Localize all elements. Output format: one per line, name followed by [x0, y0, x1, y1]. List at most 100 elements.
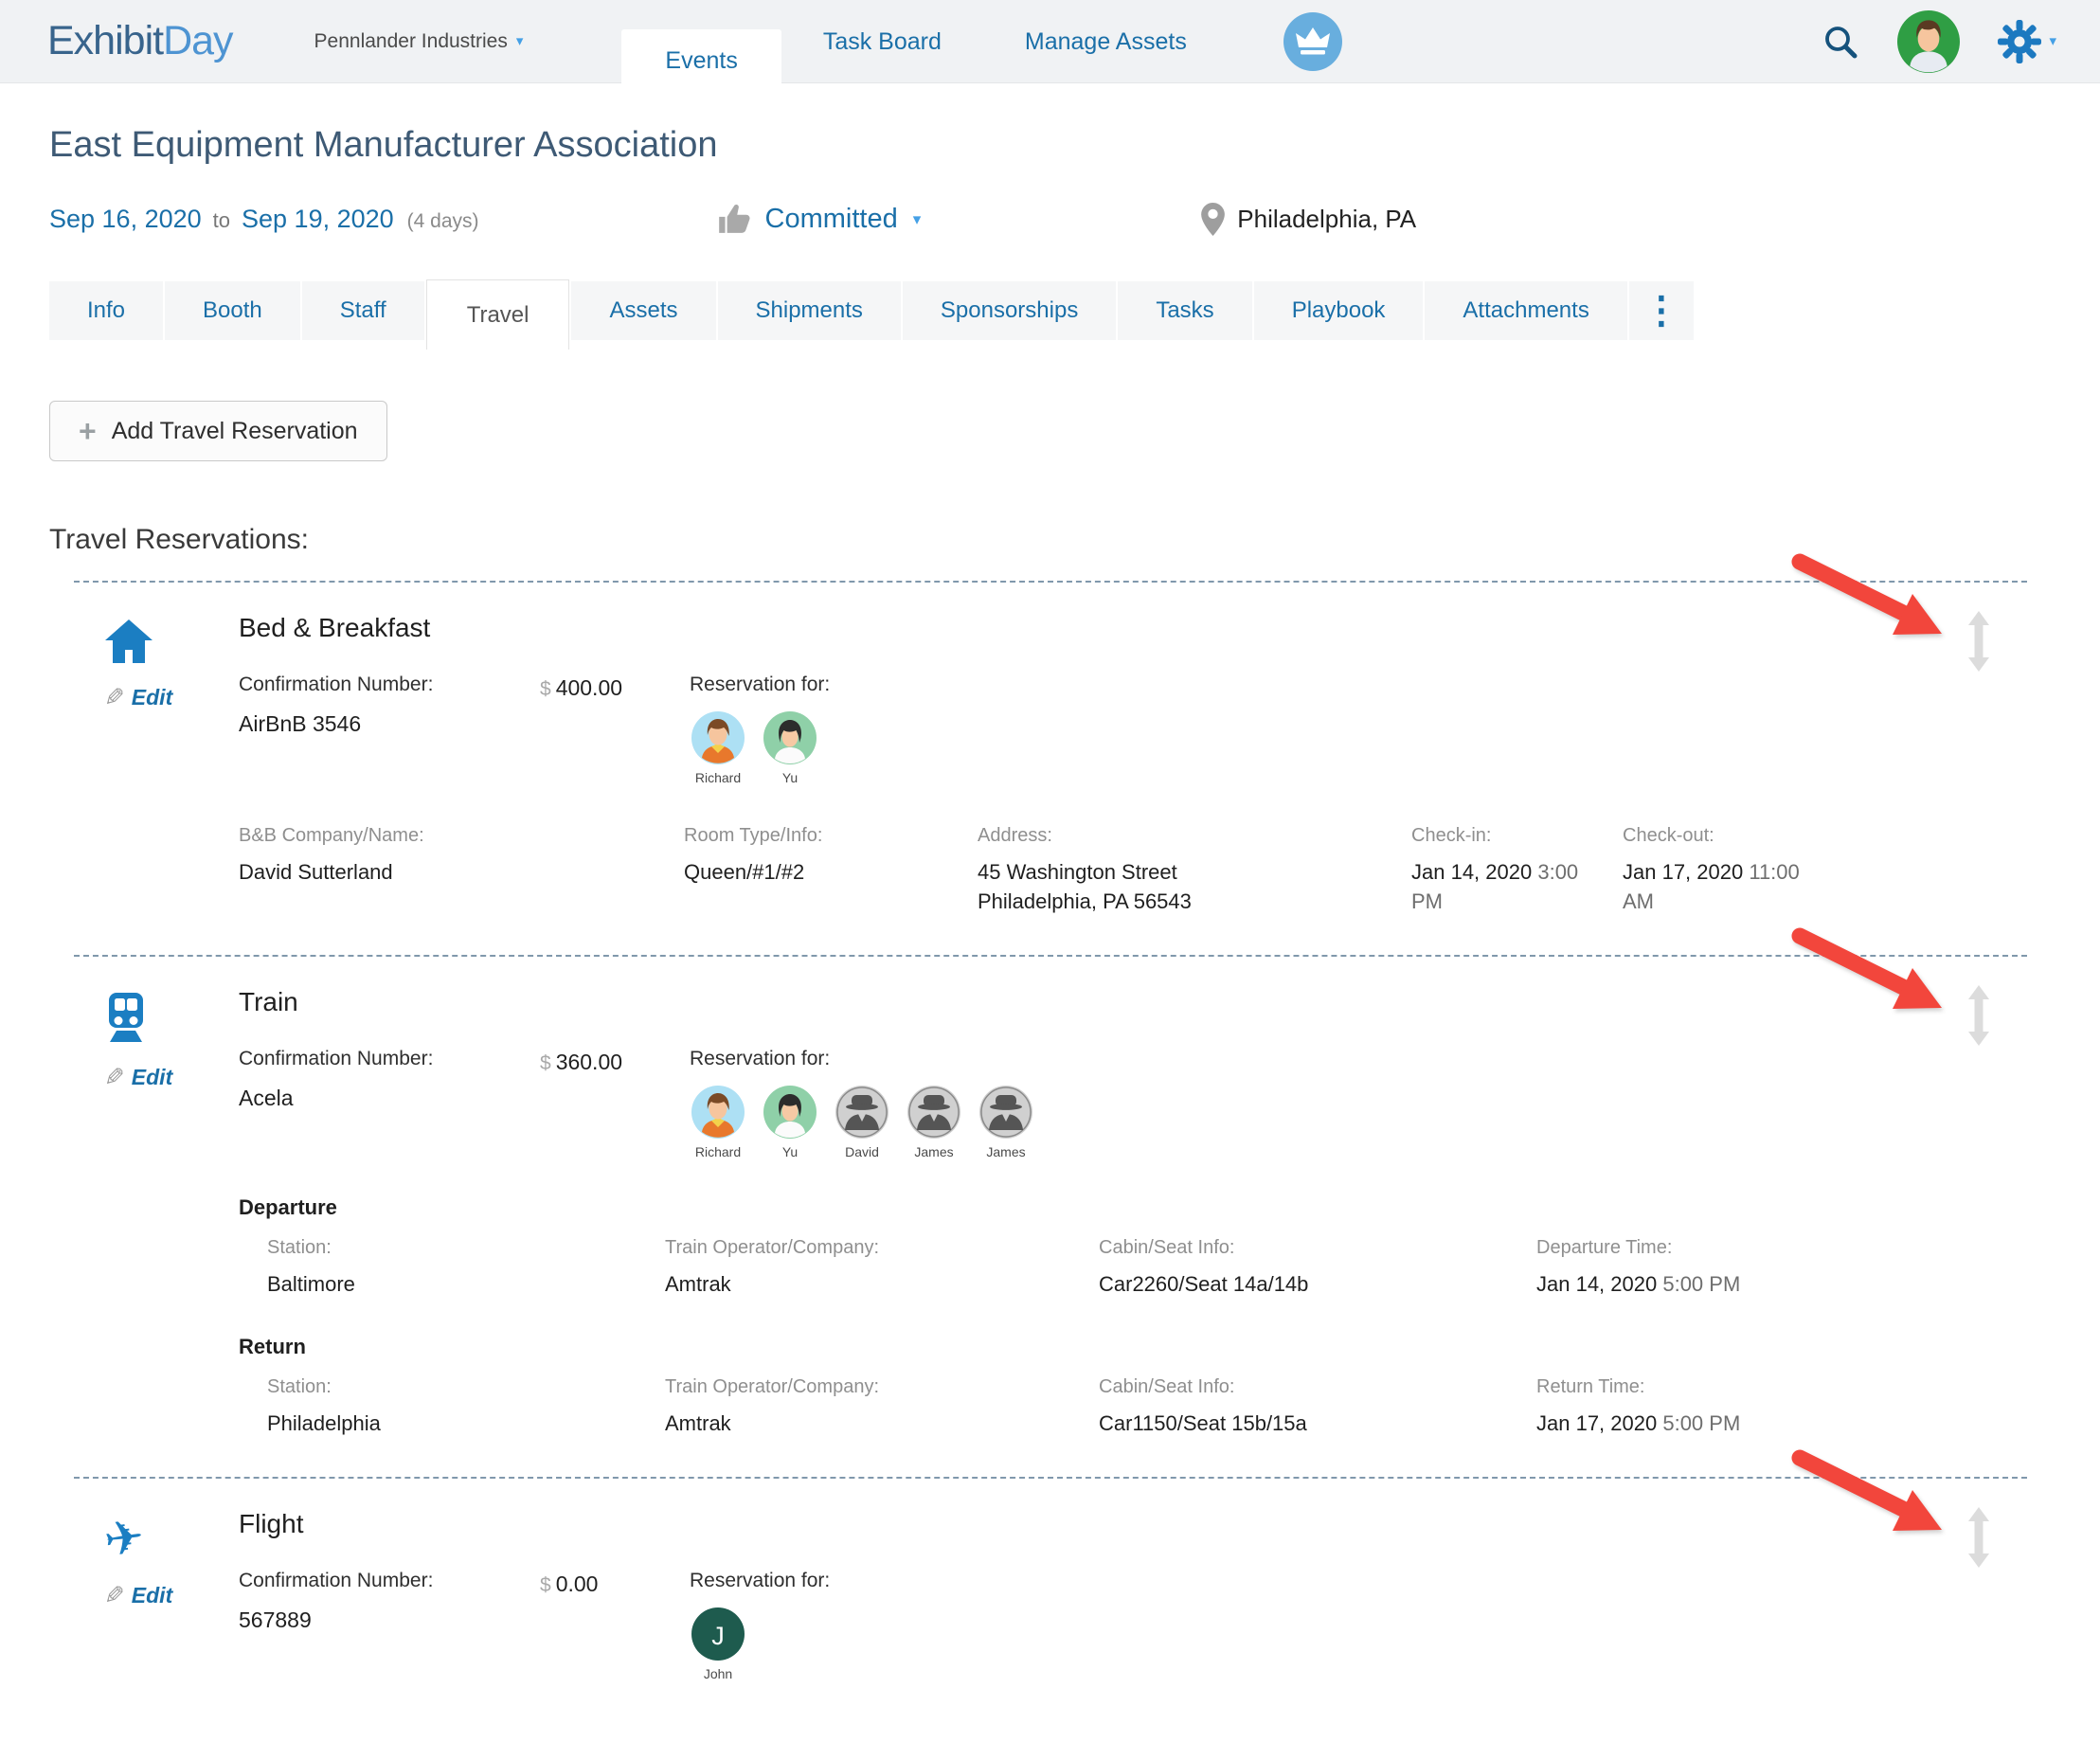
confirmation-number: Acela — [239, 1085, 294, 1110]
tab-info[interactable]: Info — [49, 281, 164, 340]
primary-nav: Events Task Board Manage Assets — [621, 0, 1228, 92]
reorder-drag-handle[interactable] — [1963, 984, 1995, 1046]
travel-reservations-heading: Travel Reservations: — [49, 524, 309, 555]
tab-booth[interactable]: Booth — [165, 281, 300, 340]
workspace-selector[interactable]: Pennlander Industries ▾ — [314, 30, 524, 53]
exhibitday-logo[interactable]: ExhibitDay — [47, 18, 234, 63]
attendee-james: James — [978, 1085, 1034, 1159]
to-label: to — [212, 207, 231, 232]
detail-station: Station: Philadelphia — [267, 1376, 381, 1436]
event-meta-row: Sep 16, 2020 to Sep 19, 2020 (4 days) Co… — [49, 202, 2051, 236]
reorder-drag-handle[interactable] — [1963, 611, 1995, 672]
detail-row: B&B Company/Name: David Sutterland Room … — [239, 825, 2027, 917]
kebab-icon: ⋮ — [1642, 290, 1680, 332]
detail-room-type-info: Room Type/Info: Queen/#1/#2 — [684, 825, 823, 884]
map-pin-icon — [1201, 202, 1226, 236]
start-date-link[interactable]: Sep 16, 2020 — [49, 204, 202, 233]
add-travel-reservation-button[interactable]: + Add Travel Reservation — [49, 401, 387, 461]
event-tab-bar: Info Booth Staff Travel Assets Shipments Spons… — [49, 279, 2051, 350]
reservation-for-block: Reservation for: Richard Yu — [690, 673, 2027, 785]
reservation-for-block: Reservation for: J John — [690, 1570, 2027, 1681]
attendee-yu: Yu — [762, 711, 818, 785]
gear-icon — [1998, 19, 2042, 63]
card-main: Bed & Breakfast Confirmation Number: Air… — [239, 611, 2027, 917]
end-date-link[interactable]: Sep 19, 2020 — [242, 204, 394, 233]
reservation-card-train: ✎ Edit Train Confirmation Number: Acela … — [74, 927, 2027, 1478]
avatar-anonymous — [835, 1085, 888, 1139]
detail-station: Station: Baltimore — [267, 1236, 355, 1296]
avatar-richard — [691, 1085, 745, 1139]
tab-assets[interactable]: Assets — [571, 281, 716, 340]
detail-cabin-seat-info: Cabin/Seat Info: Car2260/Seat 14a/14b — [1099, 1236, 1309, 1296]
location-label: Philadelphia, PA — [1237, 204, 1417, 233]
avatar-yu — [763, 1085, 817, 1139]
premium-crown-badge[interactable] — [1283, 11, 1342, 71]
reservation-cost: $0.00 — [540, 1571, 599, 1597]
detail-address: Address: 45 Washington Street Philadelph… — [978, 825, 1192, 913]
reservation-cost: $360.00 — [540, 1049, 623, 1074]
card-side: ✈ ✎ Edit — [74, 1507, 239, 1681]
reorder-drag-handle[interactable] — [1963, 1507, 1995, 1569]
attendee-list: J John — [690, 1607, 2027, 1681]
reservation-list: ✎ Edit Bed & Breakfast Confirmation Numb… — [74, 553, 2027, 1760]
attendee-james: James — [906, 1085, 962, 1159]
app-header: ExhibitDay Pennlander Industries ▾ Event… — [0, 0, 2100, 92]
currency-symbol: $ — [540, 1574, 551, 1597]
attendee-john: J John — [690, 1607, 746, 1681]
edit-reservation-link[interactable]: ✎ Edit — [104, 1581, 173, 1610]
reservation-type-title: Bed & Breakfast — [239, 613, 431, 642]
detail-row: Station: Philadelphia Train Operator/Com… — [239, 1376, 2027, 1439]
attendee-list: Richard Yu — [690, 711, 2027, 785]
caret-down-icon: ▾ — [912, 209, 922, 228]
status-dropdown[interactable]: Committed ▾ — [716, 202, 922, 236]
card-side: ✎ Edit — [74, 611, 239, 917]
nav-item-manage-assets[interactable]: Manage Assets — [1024, 27, 1187, 55]
confirmation-block: Confirmation Number: AirBnB 3546 — [239, 673, 540, 737]
edit-reservation-link[interactable]: ✎ Edit — [104, 1062, 173, 1091]
currency-symbol: $ — [540, 1051, 551, 1074]
reservation-type-title: Flight — [239, 1509, 304, 1539]
card-top-row: Confirmation Number: AirBnB 3546 $400.00… — [239, 673, 2027, 785]
pencil-icon: ✎ — [104, 1581, 125, 1610]
nav-item-task-board[interactable]: Task Board — [822, 27, 942, 55]
avatar-yu — [763, 711, 817, 764]
event-dates: Sep 16, 2020 to Sep 19, 2020 (4 days) — [49, 205, 479, 234]
tab-shipments[interactable]: Shipments — [717, 281, 901, 340]
reservation-card-flight: ✈ ✎ Edit Flight Confirmation Number: 567… — [74, 1449, 2027, 1760]
user-avatar[interactable] — [1897, 9, 1961, 73]
card-main: Train Confirmation Number: Acela $360.00… — [239, 985, 2027, 1440]
reservation-cost: $400.00 — [540, 675, 623, 700]
detail-row: Station: Baltimore Train Operator/Compan… — [239, 1237, 2027, 1300]
leg-heading-departure: Departure — [239, 1194, 337, 1219]
confirmation-block: Confirmation Number: 567889 — [239, 1570, 540, 1633]
tab-travel[interactable]: Travel — [425, 279, 570, 350]
search-icon — [1825, 26, 1858, 58]
tab-attachments[interactable]: Attachments — [1425, 281, 1627, 340]
attendee-list: Richard Yu David James — [690, 1085, 2027, 1159]
tab-staff[interactable]: Staff — [301, 281, 424, 340]
tab-playbook[interactable]: Playbook — [1253, 281, 1424, 340]
plus-icon: + — [79, 414, 97, 448]
status-label: Committed — [764, 203, 898, 234]
nav-item-events[interactable]: Events — [621, 28, 781, 92]
currency-symbol: $ — [540, 678, 551, 700]
edit-reservation-link[interactable]: ✎ Edit — [104, 683, 173, 711]
event-page: East Equipment Manufacturer Association … — [0, 125, 2100, 1760]
duration-label: (4 days) — [406, 209, 479, 232]
card-side: ✎ Edit — [74, 985, 239, 1440]
crown-icon — [1295, 27, 1330, 54]
search-button[interactable] — [1822, 23, 1859, 61]
tab-tasks[interactable]: Tasks — [1118, 281, 1252, 340]
leg-heading-return: Return — [239, 1335, 306, 1359]
more-tabs-kebab-menu[interactable]: ⋮ — [1628, 281, 1694, 340]
train-icon — [109, 992, 143, 1042]
tab-sponsorships[interactable]: Sponsorships — [902, 281, 1117, 340]
settings-menu[interactable]: ▾ — [1998, 19, 2056, 63]
avatar-initial: J — [691, 1607, 745, 1661]
svg-text:J: J — [711, 1622, 725, 1650]
pencil-icon: ✎ — [104, 683, 125, 711]
attendee-david: David — [834, 1085, 890, 1159]
detail-check-in: Check-in: Jan 14, 2020 3:00 PM — [1411, 825, 1579, 913]
event-title: East Equipment Manufacturer Association — [49, 125, 718, 165]
